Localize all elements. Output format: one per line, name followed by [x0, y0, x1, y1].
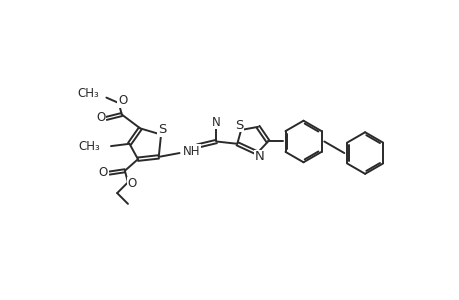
- Text: O: O: [127, 177, 136, 190]
- Text: S: S: [235, 119, 243, 132]
- Text: CH₃: CH₃: [78, 140, 100, 153]
- Text: NH: NH: [182, 145, 200, 158]
- Text: N: N: [254, 150, 264, 164]
- Text: O: O: [99, 166, 108, 179]
- Text: O: O: [96, 111, 106, 124]
- Text: O: O: [118, 94, 127, 107]
- Text: S: S: [157, 123, 166, 136]
- Text: N: N: [212, 116, 220, 129]
- Text: CH₃: CH₃: [78, 87, 99, 100]
